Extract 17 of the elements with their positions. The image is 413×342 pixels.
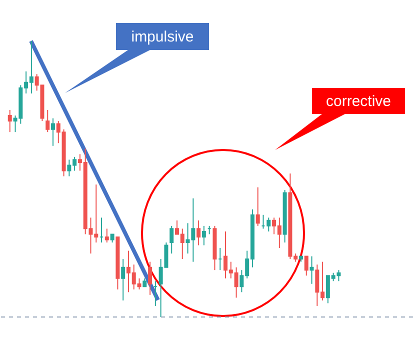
candlestick [148,261,152,296]
candlestick [46,110,50,133]
candlestick [256,186,260,226]
candlestick [170,225,174,254]
candlestick [51,118,56,146]
candlestick [121,258,126,301]
candlestick [202,225,206,246]
speech-bubble: impulsive [65,23,209,93]
candlestick [310,256,314,284]
candlestick [266,217,271,232]
annotation: impulsive [131,28,194,46]
speech-bubble: corrective [275,88,405,150]
candlestick [196,220,201,246]
annotation: corrective [326,93,392,110]
candlestick [304,256,308,276]
candlestick [8,110,12,133]
candlestick [104,228,109,243]
